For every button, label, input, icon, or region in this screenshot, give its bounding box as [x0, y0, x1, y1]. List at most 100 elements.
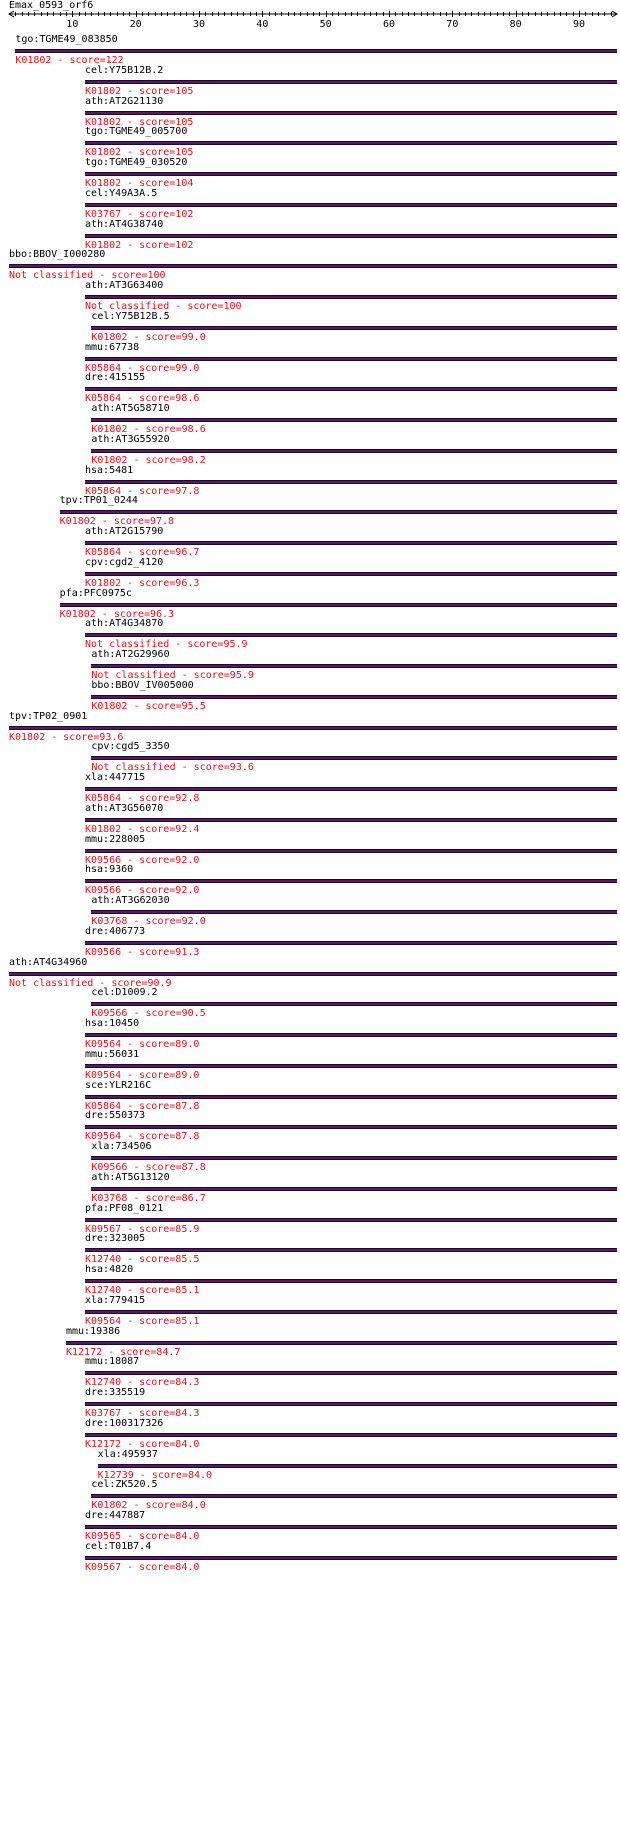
alignment-bar[interactable]: [85, 172, 617, 176]
alignment-bar[interactable]: [85, 202, 617, 207]
alignment-bar[interactable]: [91, 910, 617, 914]
alignment-bar[interactable]: [85, 1248, 617, 1253]
hit-name[interactable]: ath:AT4G38740: [85, 218, 164, 230]
hit-name[interactable]: tgo:TGME49_030520: [85, 157, 188, 168]
alignment-bar[interactable]: [91, 448, 617, 453]
alignment-bar[interactable]: [85, 1371, 617, 1376]
hit-name[interactable]: ath:AT3G55920: [91, 433, 170, 445]
alignment-bar[interactable]: [85, 233, 617, 238]
alignment-bar[interactable]: [9, 725, 617, 730]
hit-name[interactable]: cel:D1009.2: [91, 987, 158, 999]
alignment-bar[interactable]: [91, 418, 617, 422]
hit-name[interactable]: cel:Y75B12B.2: [85, 64, 164, 76]
hit-name[interactable]: ath:AT5G58710: [91, 403, 170, 414]
hit-name[interactable]: dre:323005: [85, 1233, 146, 1245]
alignment-bar[interactable]: [85, 1309, 617, 1314]
alignment-bar[interactable]: [85, 79, 617, 84]
alignment-bar[interactable]: [85, 1125, 617, 1130]
hit-name[interactable]: bbo:BBOV_I000280: [9, 249, 106, 261]
alignment-bar[interactable]: [91, 756, 617, 761]
hit-name[interactable]: cel:T01B7.4: [85, 1540, 152, 1552]
hit-name[interactable]: cel:ZK520.5: [91, 1479, 158, 1491]
alignment-bar[interactable]: [85, 141, 617, 146]
hit-name[interactable]: cel:Y75B12B.5: [91, 310, 170, 322]
alignment-bar[interactable]: [9, 264, 617, 269]
hit-name[interactable]: sce:YLR216C: [85, 1079, 152, 1091]
alignment-bar[interactable]: [85, 1033, 617, 1037]
alignment-bar[interactable]: [85, 1525, 617, 1529]
hit-name[interactable]: bbo:BBOV_IV005000: [91, 679, 194, 691]
alignment-bar[interactable]: [85, 571, 617, 576]
alignment-bar[interactable]: [15, 49, 617, 53]
hit-name[interactable]: tpv:TP01_0244: [59, 495, 138, 507]
alignment-bar[interactable]: [91, 664, 617, 668]
hit-name[interactable]: pfa:PF08_0121: [85, 1202, 164, 1214]
hit-name[interactable]: mmu:67738: [85, 341, 140, 353]
hit-name[interactable]: xla:447715: [85, 772, 146, 783]
alignment-bar[interactable]: [91, 1186, 617, 1191]
hit-name[interactable]: ath:AT2G29960: [91, 649, 170, 660]
hit-name[interactable]: dre:406773: [85, 925, 146, 937]
alignment-bar[interactable]: [59, 510, 617, 515]
alignment-bar[interactable]: [85, 387, 617, 392]
alignment-bar[interactable]: [85, 940, 617, 945]
alignment-bar[interactable]: [85, 633, 617, 638]
hit-name[interactable]: ath:AT3G56070: [85, 802, 164, 814]
hit-name[interactable]: tgo:TGME49_083850: [15, 34, 118, 45]
hit-name[interactable]: tgo:TGME49_005700: [85, 126, 188, 138]
hit-name[interactable]: hsa:5481: [85, 464, 134, 476]
alignment-bar[interactable]: [85, 479, 617, 484]
alignment-bar[interactable]: [85, 848, 617, 853]
hit-name[interactable]: tpv:TP02_0901: [9, 710, 88, 722]
alignment-bar[interactable]: [85, 1094, 617, 1099]
hit-name[interactable]: ath:AT4G34960: [9, 956, 88, 968]
alignment-bar[interactable]: [91, 325, 617, 330]
alignment-bar[interactable]: [85, 879, 617, 884]
hit-name[interactable]: ath:AT3G62030: [91, 895, 170, 906]
alignment-bar[interactable]: [91, 1494, 617, 1499]
hit-name[interactable]: ath:AT3G63400: [85, 280, 164, 291]
alignment-bar[interactable]: [9, 971, 617, 976]
alignment-bar[interactable]: [85, 356, 617, 361]
alignment-bar[interactable]: [85, 1402, 617, 1406]
hit-name[interactable]: mmu:56031: [85, 1048, 140, 1060]
hit-name[interactable]: dre:415155: [85, 372, 146, 384]
hit-name[interactable]: ath:AT2G15790: [85, 526, 164, 537]
alignment-bar[interactable]: [85, 1432, 617, 1437]
alignment-bar[interactable]: [91, 1156, 617, 1160]
alignment-bar[interactable]: [59, 602, 617, 607]
alignment-bar[interactable]: [85, 1555, 617, 1560]
alignment-bar[interactable]: [97, 1463, 617, 1468]
alignment-bar[interactable]: [91, 694, 617, 699]
alignment-bar[interactable]: [66, 1340, 617, 1345]
hit-name[interactable]: ath:AT4G34870: [85, 618, 164, 630]
hit-name[interactable]: pfa:PFC0975c: [59, 587, 132, 599]
alignment-bar[interactable]: [85, 817, 617, 822]
hit-name[interactable]: dre:100317326: [85, 1417, 164, 1429]
hit-name[interactable]: xla:779415: [85, 1294, 146, 1306]
hit-name[interactable]: mmu:19386: [66, 1325, 121, 1337]
alignment-bar[interactable]: [85, 1279, 617, 1283]
alignment-bar[interactable]: [85, 295, 617, 299]
alignment-bar[interactable]: [85, 1063, 617, 1068]
alignment-bar[interactable]: [91, 1002, 617, 1007]
hit-name[interactable]: cel:Y49A3A.5: [85, 187, 158, 199]
hit-name[interactable]: ath:AT5G13120: [91, 1171, 170, 1183]
hit-name[interactable]: mmu:228005: [85, 833, 146, 845]
hit-name[interactable]: hsa:4820: [85, 1264, 134, 1275]
hit-name[interactable]: dre:447887: [85, 1510, 146, 1521]
alignment-bar[interactable]: [85, 787, 617, 791]
hit-name[interactable]: hsa:10450: [85, 1018, 140, 1029]
hit-name[interactable]: cpv:cgd5_3350: [91, 741, 170, 753]
hit-name[interactable]: dre:550373: [85, 1110, 146, 1122]
hit-name[interactable]: dre:335519: [85, 1387, 146, 1398]
alignment-bar[interactable]: [85, 1217, 617, 1222]
hit-name[interactable]: hsa:9360: [85, 864, 134, 876]
hit-name[interactable]: xla:734506: [91, 1141, 152, 1152]
hit-name[interactable]: cpv:cgd2_4120: [85, 556, 164, 568]
hit-name[interactable]: ath:AT2G21130: [85, 95, 164, 107]
alignment-bar[interactable]: [85, 541, 617, 545]
alignment-bar[interactable]: [85, 110, 617, 115]
hit-name[interactable]: xla:495937: [97, 1448, 158, 1460]
hit-name[interactable]: mmu:18087: [85, 1356, 140, 1368]
